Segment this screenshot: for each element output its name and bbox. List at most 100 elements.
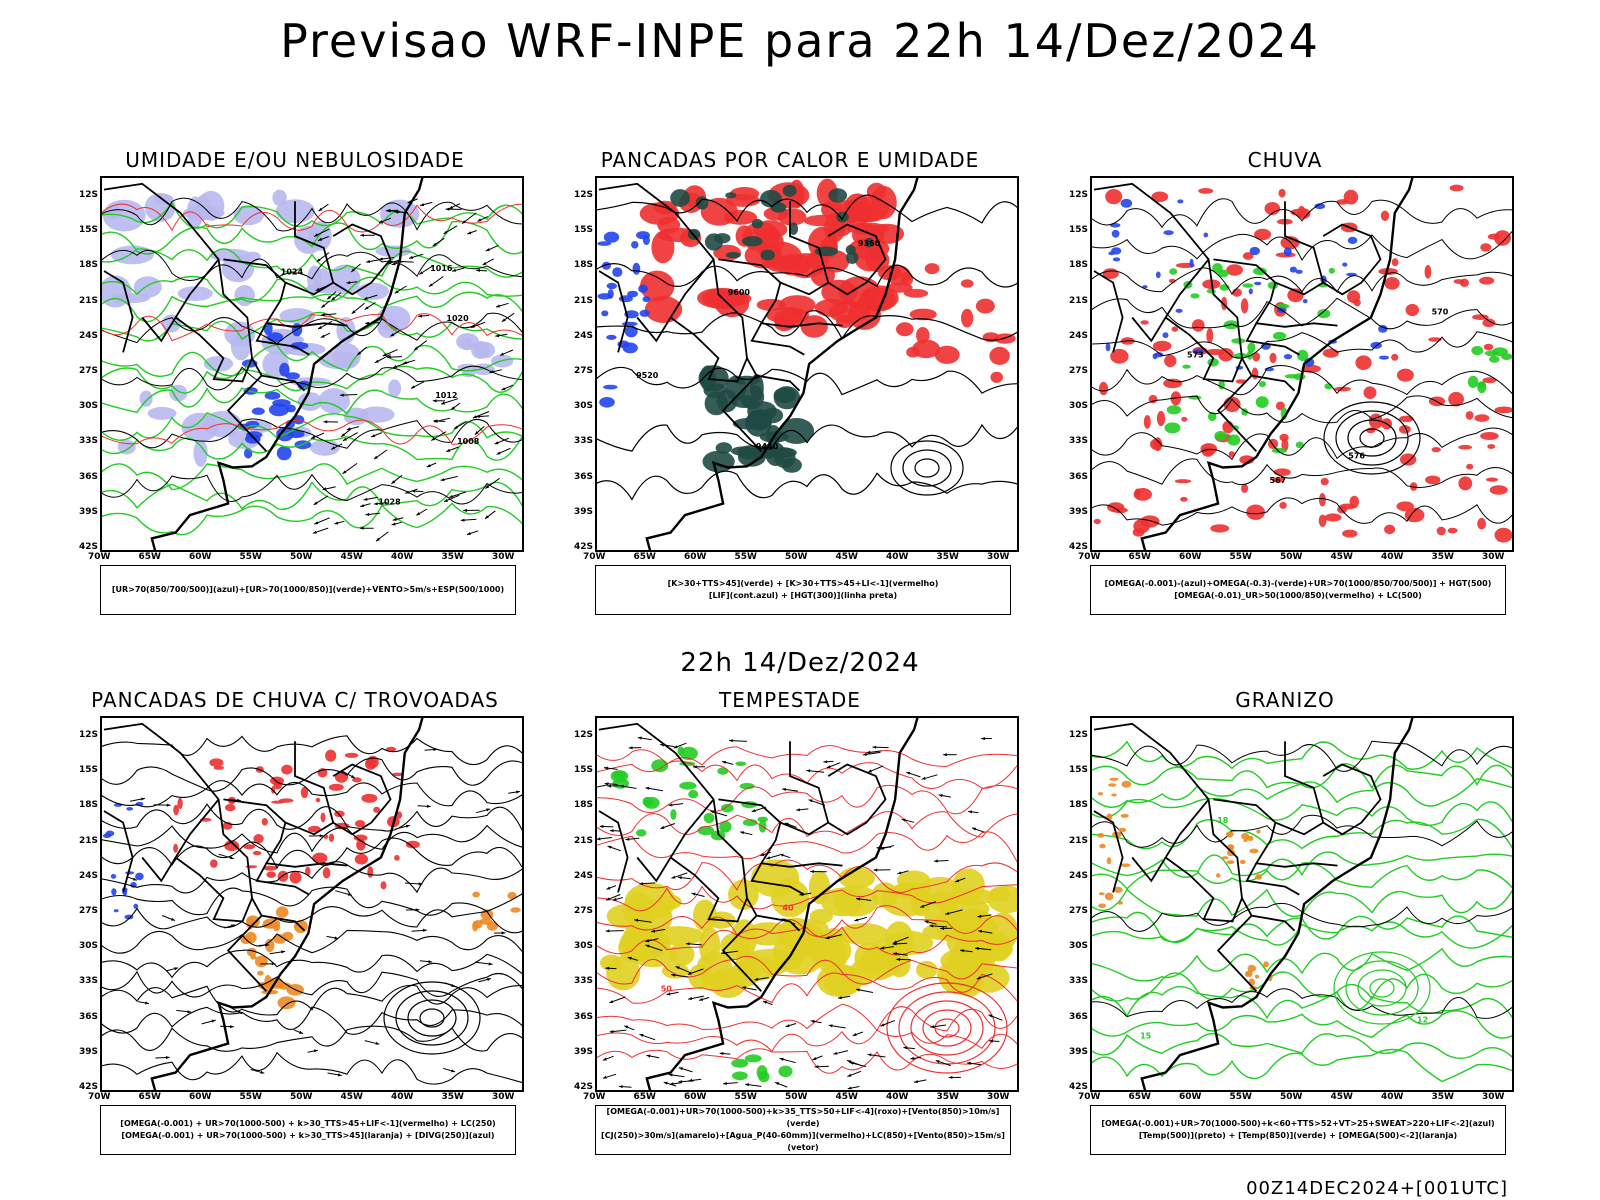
instability-red (756, 298, 786, 311)
wind-vector-head (940, 926, 944, 930)
wind-vector-head (669, 1082, 674, 1086)
rain-red (1151, 191, 1169, 203)
jet-yellow (661, 963, 689, 979)
lon-label: 70W (1078, 1092, 1101, 1102)
storm-red (325, 749, 337, 762)
storm-orange (250, 955, 257, 960)
rain-blue (1189, 258, 1194, 268)
rain-green (1471, 345, 1484, 356)
temp850-contour (1092, 1033, 1512, 1060)
lon-label: 45W (835, 552, 858, 562)
lon-label: 30W (492, 552, 515, 562)
wind-arrow-head (366, 259, 371, 263)
wind-vector-head (722, 760, 726, 764)
rain-blue (1142, 285, 1148, 289)
wind-vector-head (847, 1073, 852, 1077)
rain-green (1477, 381, 1487, 394)
instability-red (869, 223, 905, 244)
wind-arrow-head (318, 237, 322, 241)
storm-red (305, 866, 311, 876)
streamline-arrow-head (351, 775, 355, 779)
humidity-blob-lavender (318, 388, 350, 414)
humidity-blob-blue (264, 391, 281, 400)
border-line (1322, 223, 1382, 296)
legend-box: [OMEGA(-0.001)+UR>70(1000-500)+k>35_TTS>… (595, 1105, 1011, 1155)
border-line (1245, 862, 1300, 896)
border-line (827, 763, 887, 836)
lat-label: 42S (1068, 542, 1088, 552)
border-line (636, 316, 672, 343)
wind-arrow-head (363, 296, 368, 300)
storm-orange (472, 891, 480, 898)
humidity-blob-lavender (177, 286, 213, 301)
lat-label: 12S (1068, 190, 1088, 200)
lat-label: 33S (573, 436, 593, 447)
instability-teal (773, 387, 796, 403)
omega-orange (1120, 813, 1129, 818)
contour-label: 1008 (457, 437, 480, 446)
streamline-arrow-head (145, 1001, 149, 1005)
streamline (102, 949, 522, 979)
wind-arrow-head (376, 537, 380, 542)
lif-blue (638, 284, 648, 293)
lat-label: 24S (78, 330, 98, 341)
wind-arrow-head (495, 334, 500, 338)
wind-arrow-head (446, 448, 451, 452)
storm-red (320, 812, 326, 823)
jet-yellow (809, 908, 833, 924)
jet-yellow (916, 960, 938, 979)
rain-red (1320, 477, 1329, 486)
border-line (1251, 374, 1296, 392)
wind-vector-head (710, 810, 715, 814)
border-line (669, 798, 748, 923)
rain-blue (1154, 352, 1164, 358)
lat-label: 30S (573, 401, 593, 412)
wind-arrow-head (342, 470, 347, 474)
rain-green (1276, 303, 1290, 309)
wind-arrow-head (360, 504, 365, 507)
wind-arrow-head (392, 365, 397, 368)
humidity-blob-lavender (203, 356, 234, 372)
wind-arrow-head (314, 521, 319, 525)
instability-teal (702, 450, 735, 473)
rain-red (1487, 233, 1500, 240)
wind-arrow-head (467, 532, 471, 535)
instability-red (909, 308, 937, 321)
lat-label: 21S (78, 295, 98, 306)
wind-vector-head (866, 750, 871, 754)
lon-label: 55W (239, 552, 262, 562)
lat-label: 30S (78, 401, 98, 412)
rain-red (1200, 443, 1217, 455)
humidity-blob-lavender (376, 305, 411, 332)
wind-vector-head (602, 1075, 607, 1079)
border-line (1131, 316, 1167, 343)
wind-vector-head (645, 944, 650, 948)
streamline-arrow-head (405, 824, 410, 828)
streamline-arrow-head (516, 790, 520, 794)
instability-teal (742, 236, 763, 247)
rain-red (1485, 477, 1499, 482)
rain-red (1399, 453, 1417, 466)
wind-vector-head (639, 882, 644, 886)
green-contour (102, 412, 522, 441)
rain-red (1466, 463, 1474, 470)
border-line (718, 741, 830, 836)
wind850-green (756, 1065, 768, 1080)
border-line (598, 270, 629, 353)
omega-orange (1098, 892, 1105, 896)
storm-red (354, 853, 368, 865)
map-frame: 40 50 (595, 716, 1019, 1092)
wind-vector-head (955, 879, 960, 883)
instability-red (924, 263, 940, 275)
humidity-blob-blue (251, 407, 265, 415)
wind-vector-head (826, 765, 831, 769)
wind-vector-head (906, 771, 911, 775)
wind-arrow-head (363, 497, 368, 501)
border-line (261, 374, 306, 392)
lif-blue (622, 342, 638, 354)
rain-red (1391, 353, 1399, 361)
omega-orange (1256, 829, 1261, 834)
jet-yellow (688, 964, 714, 990)
wind-vector-head (856, 988, 860, 992)
wind-arrow-head (320, 313, 325, 317)
